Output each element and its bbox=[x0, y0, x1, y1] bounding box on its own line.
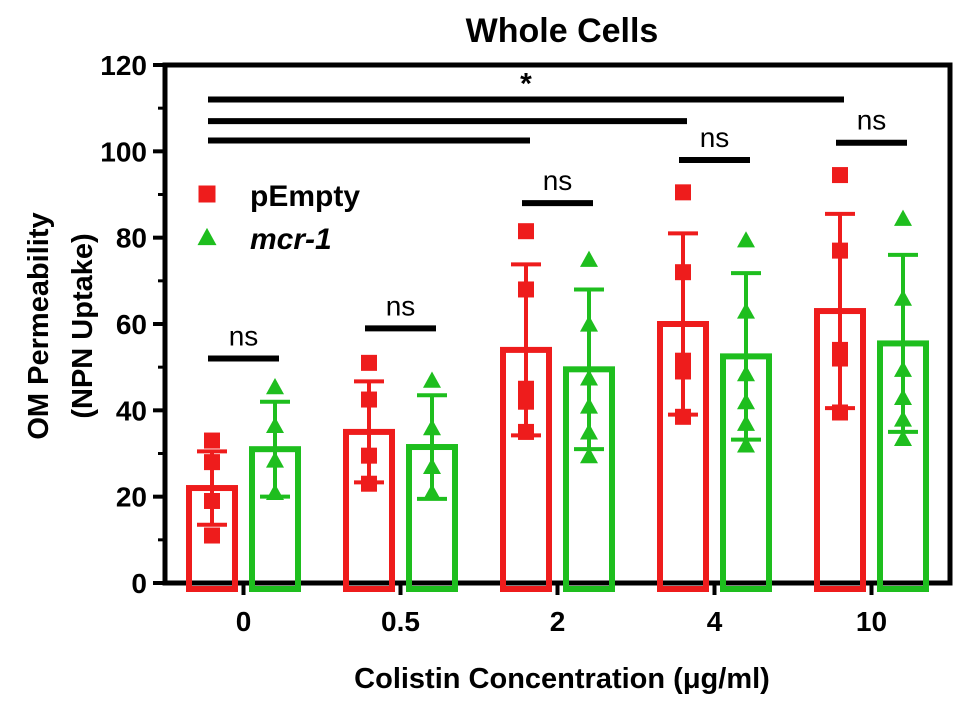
data-point-square bbox=[832, 167, 848, 184]
ns-label: ns bbox=[857, 105, 887, 136]
data-point-square bbox=[361, 475, 377, 492]
x-tick-label: 0 bbox=[236, 606, 252, 637]
legend-square-icon bbox=[198, 185, 216, 203]
data-point-square bbox=[832, 404, 848, 421]
y-tick-label: 0 bbox=[131, 568, 147, 599]
legend-label: mcr-1 bbox=[250, 223, 332, 256]
data-point-triangle bbox=[423, 483, 441, 500]
data-point-square bbox=[675, 264, 691, 281]
data-point-triangle bbox=[423, 371, 441, 388]
ns-label: ns bbox=[229, 321, 259, 352]
x-tick-label: 10 bbox=[856, 606, 887, 637]
data-point-triangle bbox=[737, 365, 755, 382]
data-point-triangle bbox=[266, 483, 284, 500]
y-axis-title-line1: OM Permeability bbox=[23, 212, 55, 439]
data-point-square bbox=[204, 432, 220, 449]
data-point-triangle bbox=[580, 315, 598, 332]
y-tick-label: 80 bbox=[116, 223, 147, 254]
legend-triangle-icon bbox=[197, 227, 217, 246]
x-tick-label: 0.5 bbox=[381, 606, 420, 637]
y-tick-label: 100 bbox=[100, 136, 147, 167]
y-tick-label: 120 bbox=[100, 50, 147, 81]
data-point-triangle bbox=[894, 289, 912, 306]
x-tick-label: 2 bbox=[550, 606, 566, 637]
y-tick-label: 20 bbox=[116, 482, 147, 513]
legend: pEmpty mcr-1 bbox=[197, 180, 360, 256]
y-axis-title-line2: (NPN Uptake) bbox=[67, 233, 99, 418]
data-point-square bbox=[204, 492, 220, 509]
ns-label: ns bbox=[386, 290, 416, 321]
data-point-square bbox=[204, 454, 220, 471]
legend-label: pEmpty bbox=[250, 180, 360, 213]
data-point-square bbox=[361, 354, 377, 371]
data-point-triangle bbox=[580, 250, 598, 267]
data-point-triangle bbox=[737, 393, 755, 410]
data-point-square bbox=[675, 184, 691, 201]
significance-star: * bbox=[520, 68, 532, 101]
comparison-lines: * bbox=[208, 68, 844, 144]
ns-label: ns bbox=[700, 122, 730, 153]
x-axis-title: Colistin Concentration (μg/ml) bbox=[354, 663, 770, 695]
data-point-triangle bbox=[580, 447, 598, 464]
data-point-square bbox=[675, 408, 691, 425]
chart-title: Whole Cells bbox=[466, 12, 659, 50]
data-point-triangle bbox=[894, 388, 912, 405]
data-point-triangle bbox=[266, 451, 284, 468]
data-point-triangle bbox=[266, 416, 284, 434]
data-point-square bbox=[204, 527, 220, 544]
data-point-triangle bbox=[423, 457, 441, 475]
data-point-square bbox=[361, 447, 377, 464]
data-point-square bbox=[518, 393, 534, 410]
y-tick-label: 40 bbox=[116, 395, 147, 426]
data-point-square bbox=[518, 380, 534, 397]
data-point-triangle bbox=[580, 369, 598, 386]
data-point-triangle bbox=[894, 410, 912, 427]
data-point-triangle bbox=[737, 436, 755, 453]
data-point-triangle bbox=[894, 209, 912, 226]
data-point-square bbox=[518, 223, 534, 240]
y-axis-title: OM Permeability (NPN Uptake) bbox=[23, 212, 99, 439]
data-point-square bbox=[675, 352, 691, 369]
bars bbox=[186, 211, 929, 593]
axes: 0 20 40 60 80 100 120 0 0.5 2 4 10 bbox=[100, 50, 953, 637]
data-point-triangle bbox=[580, 423, 598, 440]
data-point-triangle bbox=[423, 419, 441, 436]
data-point-triangle bbox=[737, 231, 755, 248]
data-point-square bbox=[518, 281, 534, 298]
data-point-triangle bbox=[894, 429, 912, 446]
data-points bbox=[204, 167, 912, 544]
data-point-triangle bbox=[894, 360, 912, 377]
data-point-triangle bbox=[580, 397, 598, 414]
data-point-triangle bbox=[737, 414, 755, 431]
data-point-triangle bbox=[266, 377, 284, 395]
x-tick-label: 4 bbox=[707, 606, 723, 637]
data-point-square bbox=[832, 242, 848, 259]
data-point-square bbox=[832, 341, 848, 358]
annotations: ns ns ns ns ns bbox=[208, 105, 907, 362]
y-tick-label: 60 bbox=[116, 309, 147, 340]
data-point-square bbox=[518, 423, 534, 440]
data-point-triangle bbox=[737, 302, 755, 319]
data-point-square bbox=[361, 391, 377, 408]
ns-label: ns bbox=[543, 165, 573, 196]
